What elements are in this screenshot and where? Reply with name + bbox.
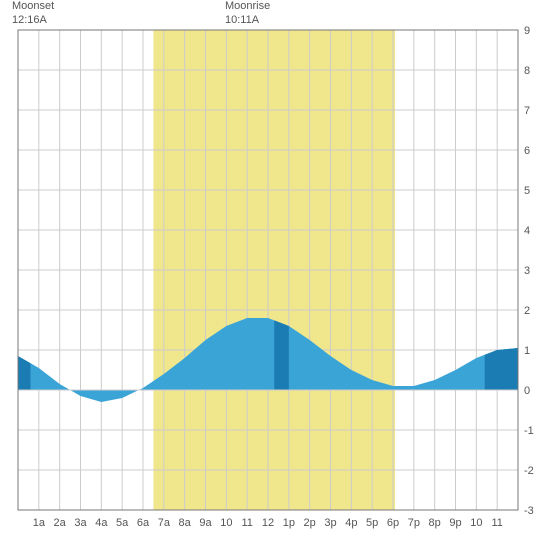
moonrise-label: Moonrise 10:11A xyxy=(225,0,270,28)
tide-chart: Moonset 12:16A Moonrise 10:11A -3-2-1012… xyxy=(0,0,550,550)
moonset-label: Moonset 12:16A xyxy=(12,0,54,28)
svg-text:4: 4 xyxy=(524,225,530,237)
svg-text:1: 1 xyxy=(524,345,530,357)
svg-text:10: 10 xyxy=(220,517,232,529)
svg-text:1p: 1p xyxy=(283,517,295,529)
svg-text:1a: 1a xyxy=(33,517,46,529)
svg-text:5a: 5a xyxy=(116,517,129,529)
svg-text:5p: 5p xyxy=(366,517,378,529)
svg-text:9p: 9p xyxy=(449,517,461,529)
svg-text:7a: 7a xyxy=(158,517,171,529)
svg-text:4p: 4p xyxy=(345,517,357,529)
svg-text:8p: 8p xyxy=(429,517,441,529)
svg-text:6: 6 xyxy=(524,145,530,157)
svg-text:-3: -3 xyxy=(524,505,534,517)
svg-text:11: 11 xyxy=(491,517,502,529)
moonrise-time: 10:11A xyxy=(225,14,259,26)
svg-text:2a: 2a xyxy=(54,517,67,529)
svg-text:2: 2 xyxy=(524,305,530,317)
svg-text:6p: 6p xyxy=(387,517,399,529)
svg-text:7: 7 xyxy=(524,105,530,117)
svg-text:12: 12 xyxy=(262,517,274,529)
svg-text:2p: 2p xyxy=(304,517,316,529)
svg-text:5: 5 xyxy=(524,185,530,197)
svg-text:3a: 3a xyxy=(74,517,87,529)
svg-text:4a: 4a xyxy=(95,517,108,529)
moonset-time: 12:16A xyxy=(12,14,47,26)
svg-text:9a: 9a xyxy=(199,517,212,529)
moonset-title: Moonset xyxy=(12,0,54,12)
svg-text:0: 0 xyxy=(524,385,530,397)
svg-text:6a: 6a xyxy=(137,517,150,529)
chart-svg: -3-2-101234567891a2a3a4a5a6a7a8a9a101112… xyxy=(0,0,550,550)
svg-text:3: 3 xyxy=(524,265,530,277)
svg-text:8a: 8a xyxy=(179,517,192,529)
svg-text:3p: 3p xyxy=(324,517,336,529)
svg-text:9: 9 xyxy=(524,25,530,37)
svg-text:10: 10 xyxy=(470,517,482,529)
moonrise-title: Moonrise xyxy=(225,0,270,12)
svg-text:7p: 7p xyxy=(408,517,420,529)
svg-text:11: 11 xyxy=(241,517,252,529)
svg-text:-2: -2 xyxy=(524,465,534,477)
svg-text:-1: -1 xyxy=(524,425,534,437)
svg-text:8: 8 xyxy=(524,65,530,77)
